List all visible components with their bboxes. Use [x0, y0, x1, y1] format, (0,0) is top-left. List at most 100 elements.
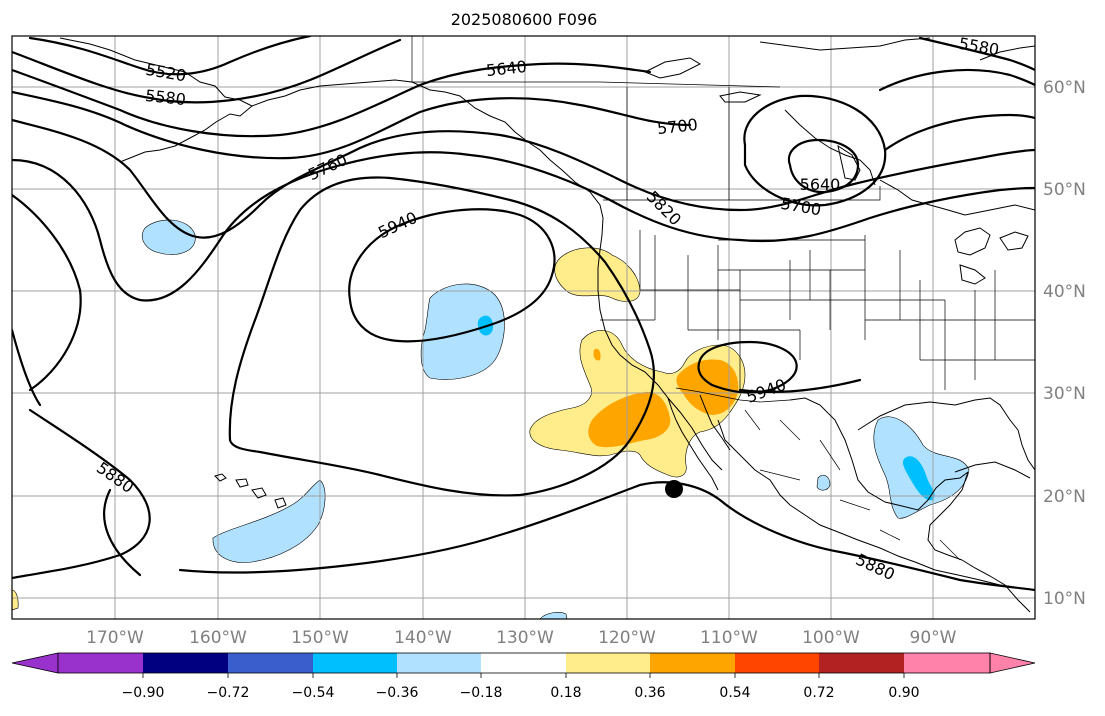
colorbar-label-9: 0.72 [803, 685, 834, 701]
colorbar-segment-11 [904, 653, 990, 673]
island-baffin [643, 57, 762, 103]
coast-florida [1017, 429, 1035, 471]
lat-label-20n: 20°N [1043, 487, 1086, 507]
contour-5820 [12, 151, 1035, 302]
contour-label-5700: 5700 [656, 115, 698, 138]
colorbar-segment-3 [228, 653, 313, 673]
lat-label-60n: 60°N [1043, 78, 1086, 98]
colorbar-label-4: −0.36 [376, 685, 419, 701]
coast-alaska-south [251, 79, 413, 107]
border-mexico-states [744, 409, 961, 561]
island-hawaii [214, 473, 287, 509]
colorbar-segment-2 [143, 653, 228, 673]
lat-label-50n: 50°N [1043, 180, 1086, 200]
lon-label-130w: 130°W [496, 628, 554, 648]
colorbar-label-6: 0.18 [550, 685, 581, 701]
anomaly-fills [12, 219, 970, 619]
colorbar-label-7: 0.36 [634, 685, 665, 701]
coast-yucatan [927, 471, 969, 561]
fill-light-blue-bottom [539, 612, 568, 619]
colorbar-label-10: 0.90 [888, 685, 919, 701]
fill-light-blue-small [816, 474, 831, 491]
map-frame [11, 35, 1036, 620]
coast-baja-west [675, 419, 719, 491]
lon-label-90w: 90°W [910, 628, 957, 648]
coast-hudson [784, 109, 876, 186]
fill-orange-arizona [676, 359, 739, 415]
contour-5580 [12, 38, 402, 104]
colorbar-segment-5 [397, 653, 481, 673]
coast-central-america [961, 559, 1031, 613]
colorbar-segment-high-extend [989, 652, 1036, 674]
contour-label-5640-low: 5640 [800, 175, 841, 194]
lon-label-140w: 140°W [394, 628, 452, 648]
contour-5520 [28, 36, 312, 76]
contour-label-5580: 5580 [144, 86, 186, 109]
coastlines [59, 37, 1035, 613]
colorbar-label-3: −0.54 [292, 685, 335, 701]
contour-5940-east [697, 340, 798, 394]
lon-label-150w: 150°W [291, 628, 349, 648]
fill-light-blue-pacific [420, 283, 505, 380]
coast-great-lakes [954, 227, 1029, 285]
map-background [12, 36, 1035, 619]
contour-5640 [12, 62, 652, 138]
longitude-axis: 170°W 160°W 150°W 140°W 130°W 120°W 110°… [86, 628, 957, 648]
colorbar-segment-1 [58, 653, 143, 673]
coast-gulf-mexico [789, 397, 969, 511]
contour-5760 [12, 118, 1035, 239]
contour-5640-ne [878, 68, 1035, 92]
lon-label-100w: 100°W [802, 628, 860, 648]
contour-5700 [12, 90, 692, 160]
fill-orange-baja [588, 391, 671, 448]
border-us-states [600, 230, 1035, 390]
colorbar-segment-8 [650, 653, 735, 673]
fill-orange-small [593, 348, 601, 361]
contour-5880-inner [228, 176, 655, 497]
coast-james-bay [837, 144, 861, 181]
colorbar-segment-10 [819, 653, 904, 673]
contour-5880-main [12, 328, 1035, 592]
border-canada-provinces [410, 81, 781, 200]
lon-label-160w: 160°W [189, 628, 247, 648]
colorbar-segment-9 [735, 653, 819, 673]
lon-label-170w: 170°W [86, 628, 144, 648]
contour-5700-ne [883, 113, 1035, 152]
colorbar-label-1: −0.90 [122, 685, 165, 701]
contour-5880 [12, 408, 151, 580]
contour-label-5640: 5640 [485, 57, 527, 80]
map-area: 5520 5580 5640 5700 5760 5820 5880 5940 … [12, 34, 1035, 619]
colorbar-label-8: 0.54 [719, 685, 750, 701]
lat-label-40n: 40°N [1043, 282, 1086, 302]
lat-label-30n: 30°N [1043, 384, 1086, 404]
colorbar-ticks [142, 673, 905, 678]
coast-baja-peninsula [667, 394, 731, 471]
colorbar-segment-7 [566, 653, 650, 673]
colorbar-segment-low-extend [11, 652, 59, 674]
contour-5580-ne [918, 36, 1035, 72]
latitude-axis: 60°N 50°N 40°N 30°N 20°N 10°N [1043, 78, 1086, 609]
contour-5640-low [787, 138, 860, 194]
border-us-mexico [675, 387, 791, 403]
contour-5940 [348, 208, 556, 343]
contour-5940-gulf [738, 378, 862, 394]
contour-label-5580-ne: 5580 [957, 34, 1000, 60]
colorbar-segment-4 [313, 653, 397, 673]
colorbar-label-2: −0.72 [207, 685, 250, 701]
coast-mexico-west [717, 419, 1035, 591]
contour-5880-ring [103, 488, 142, 577]
location-marker [665, 480, 683, 498]
colorbar-label-5: −0.18 [460, 685, 503, 701]
coast-gulf-north [857, 397, 1019, 431]
contour-5880-west [12, 193, 82, 392]
fill-light-blue-hawaii [212, 479, 326, 563]
colorbar: −0.90 −0.72 −0.54 −0.36 −0.18 0.18 0.36 … [11, 652, 1036, 701]
colorbar-frame [57, 652, 991, 674]
colorbar-segment-6 [481, 653, 566, 673]
lon-label-120w: 120°W [598, 628, 656, 648]
lon-label-110w: 110°W [700, 628, 758, 648]
figure-title: 2025080600 F096 [451, 10, 598, 29]
coast-cuba [954, 461, 1031, 479]
